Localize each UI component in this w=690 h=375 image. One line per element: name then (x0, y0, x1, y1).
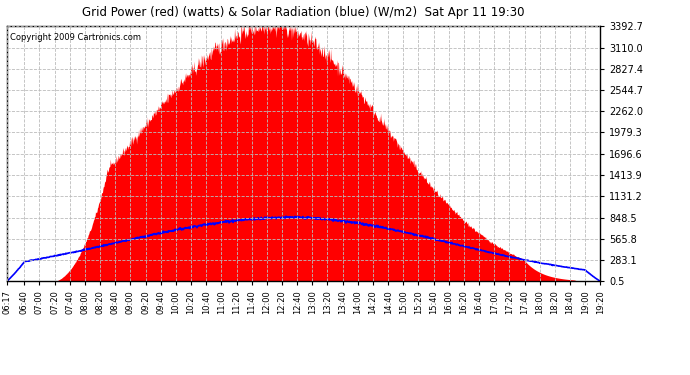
Text: Grid Power (red) (watts) & Solar Radiation (blue) (W/m2)  Sat Apr 11 19:30: Grid Power (red) (watts) & Solar Radiati… (82, 6, 525, 19)
Text: Copyright 2009 Cartronics.com: Copyright 2009 Cartronics.com (10, 33, 141, 42)
